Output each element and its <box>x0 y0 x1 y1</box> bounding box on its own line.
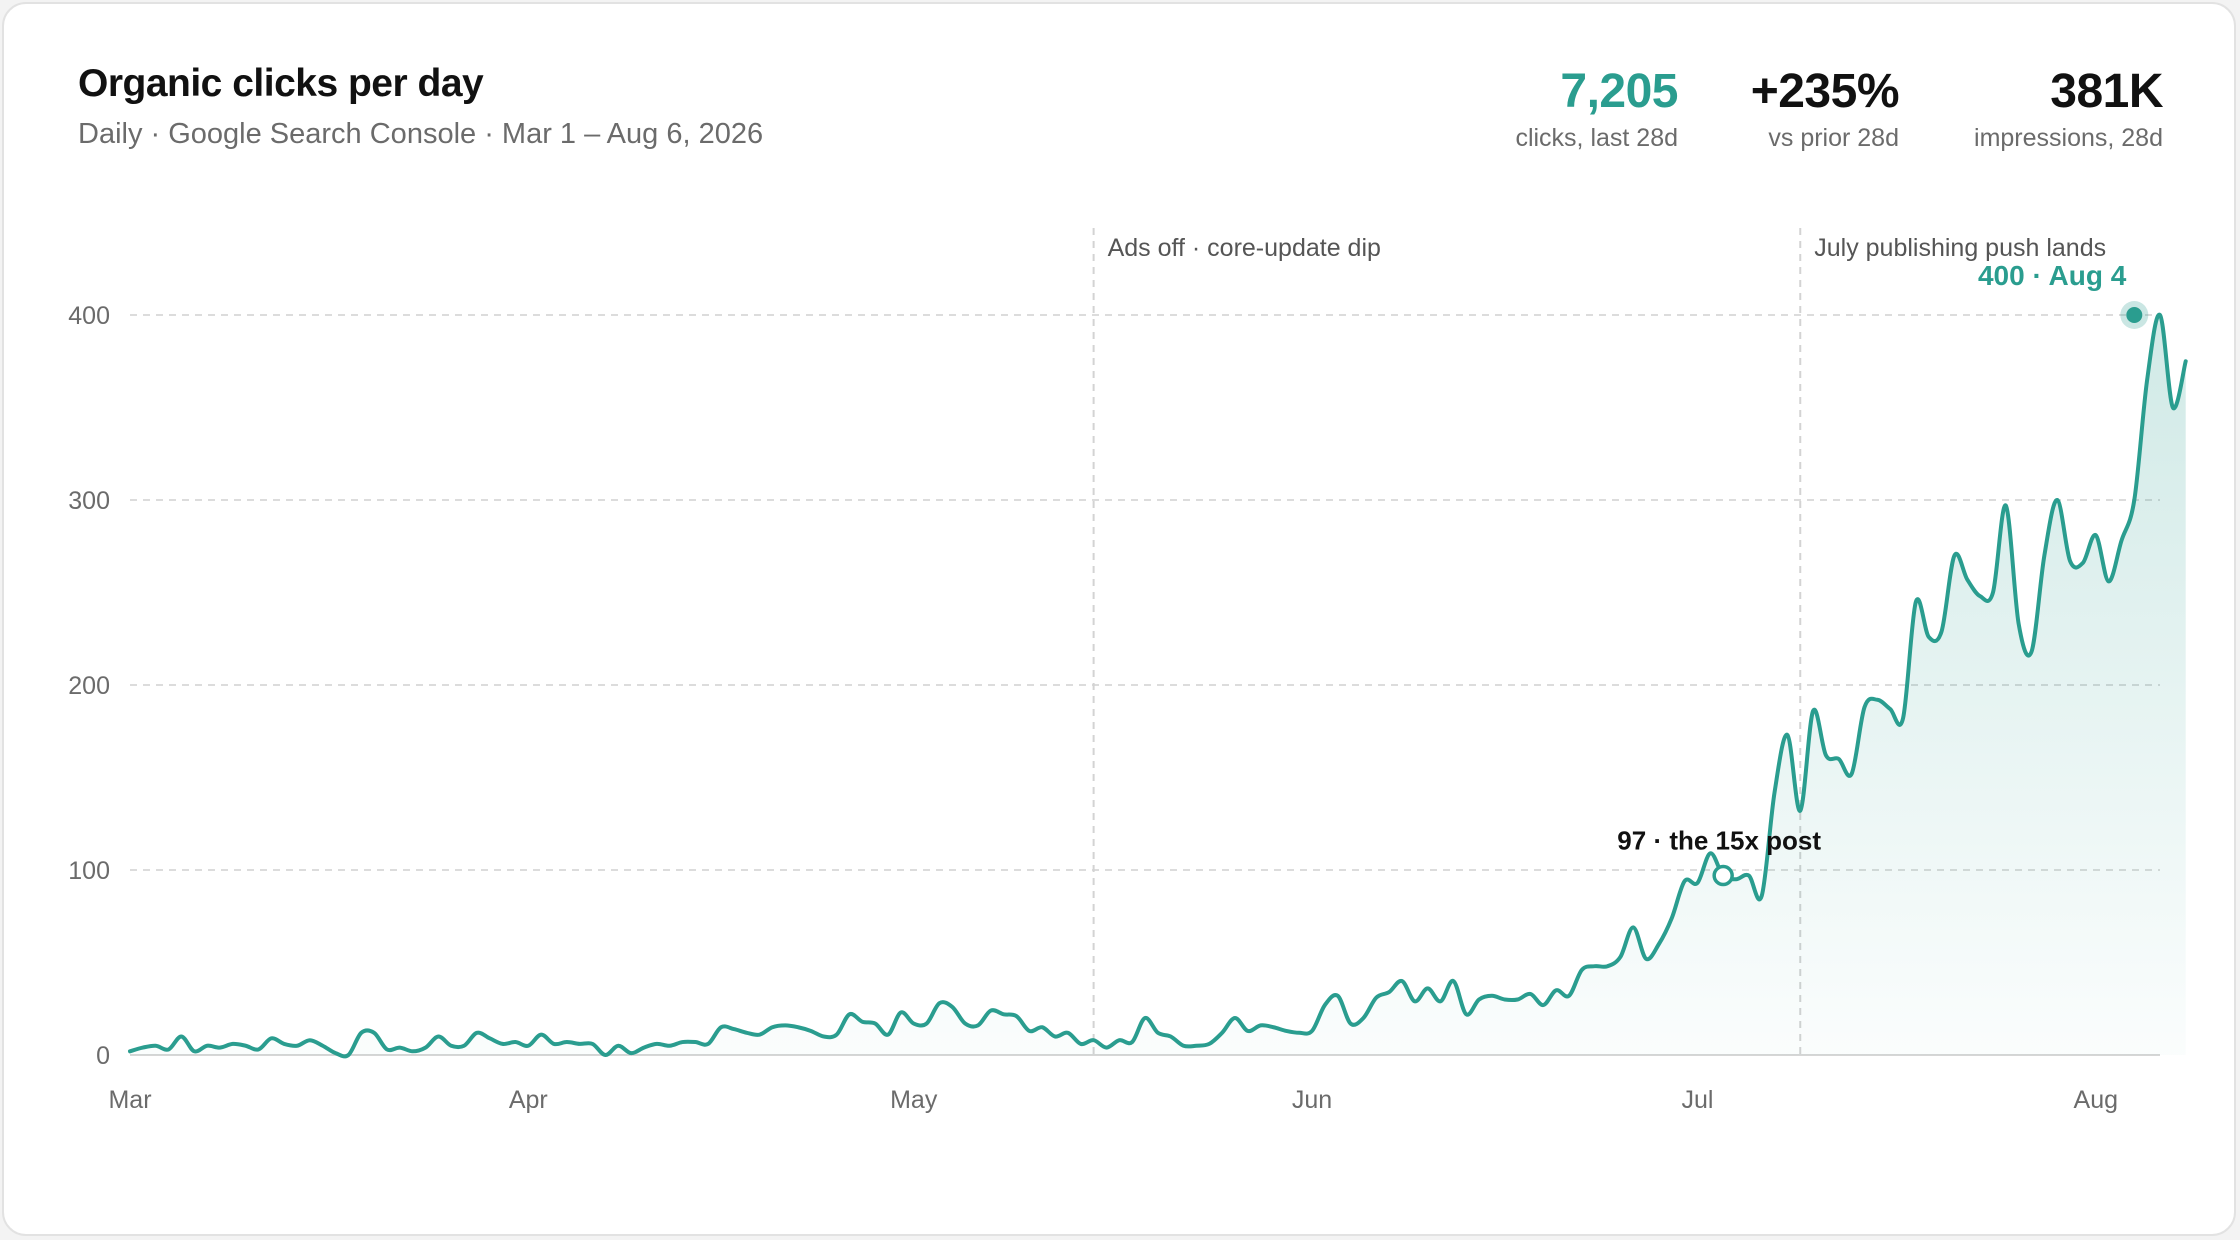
chart-title: Organic clicks per day <box>78 62 484 105</box>
x-tick-label: Aug <box>2074 1086 2118 1114</box>
x-tick-label: Apr <box>509 1086 548 1114</box>
stat-clicks-28d-label: clicks, last 28d <box>1515 124 1678 152</box>
stat-change-vs-prior: +235% vs prior 28d <box>1750 62 1900 153</box>
x-tick-label: Jun <box>1292 1086 1332 1114</box>
x-tick-label: Jul <box>1681 1086 1713 1114</box>
x-tick-label: Mar <box>108 1086 151 1114</box>
y-tick-label: 200 <box>68 672 110 700</box>
stat-impressions-28d-value: 381K <box>2050 65 2163 118</box>
highlight-label: 400 · Aug 4 <box>1978 260 2127 291</box>
y-tick-label: 400 <box>68 302 110 330</box>
stat-clicks-28d: 7,205 clicks, last 28d <box>1515 62 1678 153</box>
highlight-point <box>1712 864 1734 887</box>
clicks-area-fill <box>130 314 2186 1057</box>
chart-subtitle: Daily · Google Search Console · Mar 1 – … <box>78 118 764 150</box>
stat-change-vs-prior-label: vs prior 28d <box>1768 124 1899 152</box>
highlight-label: 97 · the 15x post <box>1617 826 1821 856</box>
y-tick-label: 0 <box>96 1042 110 1070</box>
x-tick-label: May <box>890 1086 938 1114</box>
annotation-label: Ads off · core-update dip <box>1108 234 1381 262</box>
stat-change-vs-prior-value: +235% <box>1750 65 1900 118</box>
stat-impressions-28d-label: impressions, 28d <box>1974 124 2163 152</box>
stat-impressions-28d: 381K impressions, 28d <box>1974 62 2163 153</box>
annotation-label: July publishing push lands <box>1814 234 2106 262</box>
y-tick-label: 300 <box>68 487 110 515</box>
highlight-point <box>2126 307 2143 323</box>
clicks-series-line <box>128 312 2188 1059</box>
stat-clicks-28d-value: 7,205 <box>1560 65 1678 118</box>
y-tick-label: 100 <box>68 857 110 885</box>
